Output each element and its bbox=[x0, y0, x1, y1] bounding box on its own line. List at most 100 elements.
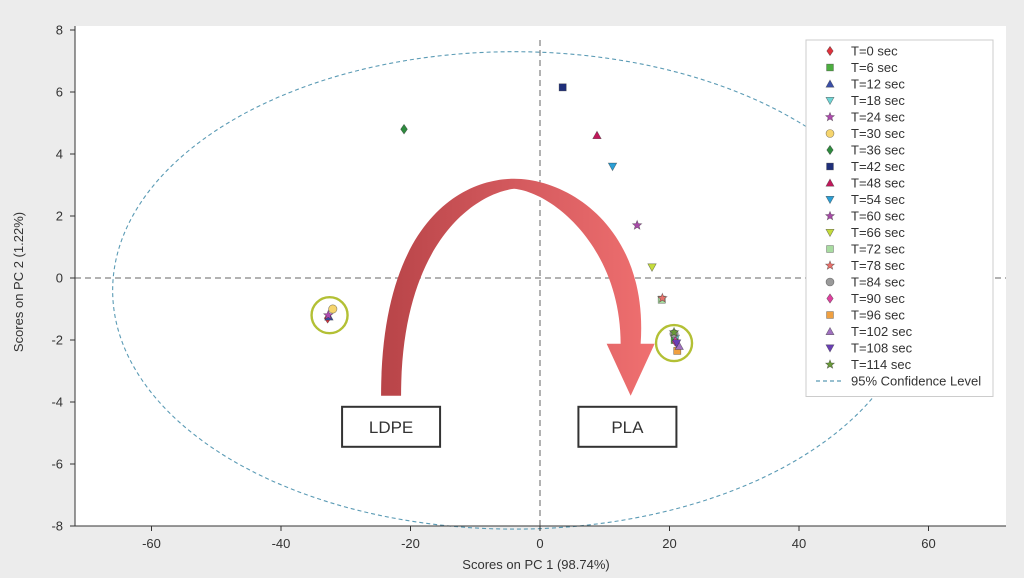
y-tick-label: 6 bbox=[56, 85, 63, 100]
y-tick-label: -8 bbox=[51, 519, 63, 534]
x-tick-label: 60 bbox=[921, 536, 935, 551]
y-tick-label: 8 bbox=[56, 23, 63, 38]
legend-label: T=12 sec bbox=[851, 77, 905, 92]
legend-label: 95% Confidence Level bbox=[851, 374, 981, 389]
legend-label: T=102 sec bbox=[851, 324, 913, 339]
transition-arrow bbox=[381, 178, 655, 396]
y-tick-label: 4 bbox=[56, 147, 63, 162]
y-tick-label: -2 bbox=[51, 333, 63, 348]
x-tick-label: -40 bbox=[272, 536, 291, 551]
annotation-label: PLA bbox=[611, 418, 644, 437]
data-point-t-48-sec bbox=[592, 130, 602, 140]
legend-label: T=48 sec bbox=[851, 176, 905, 191]
legend-marker bbox=[824, 260, 836, 270]
data-point-t-108-sec bbox=[671, 339, 682, 348]
data-point-t-78-sec bbox=[657, 292, 668, 303]
legend-label: T=90 sec bbox=[851, 291, 905, 306]
legend-marker bbox=[825, 229, 835, 238]
legend-entry: T=54 sec bbox=[825, 192, 905, 207]
legend-entry: T=30 sec bbox=[825, 126, 905, 141]
data-point-t-36-sec bbox=[400, 123, 408, 135]
x-tick-label: -60 bbox=[142, 536, 161, 551]
legend-label: T=108 sec bbox=[851, 341, 913, 356]
legend-frame bbox=[805, 39, 994, 397]
y-tick-label: -6 bbox=[51, 457, 63, 472]
data-point-t-114-sec bbox=[668, 326, 680, 337]
curved-arrow-layer bbox=[381, 178, 655, 396]
legend-entry: T=6 sec bbox=[826, 60, 898, 75]
legend-marker bbox=[825, 79, 835, 88]
legend-marker bbox=[825, 178, 835, 187]
legend-label: T=54 sec bbox=[851, 192, 905, 207]
x-ticks: -60 -40 -20 0 20 40 60 bbox=[142, 526, 936, 551]
y-tick-label: 0 bbox=[56, 271, 63, 286]
y-ticks: -8 -6 -4 -2 0 2 4 6 8 bbox=[51, 23, 75, 534]
data-point-t-42-sec bbox=[558, 83, 567, 92]
legend-entry: T=12 sec bbox=[825, 77, 905, 92]
legend-entry: T=102 sec bbox=[825, 324, 913, 339]
legend-label: T=96 sec bbox=[851, 308, 905, 323]
data-point-t-54-sec bbox=[607, 162, 618, 172]
y-tick-label: 2 bbox=[56, 209, 63, 224]
x-tick-label: 40 bbox=[792, 536, 806, 551]
legend-entry: T=24 sec bbox=[824, 110, 905, 125]
x-tick-label: -20 bbox=[401, 536, 420, 551]
legend-marker bbox=[825, 277, 835, 287]
legend-marker bbox=[825, 344, 835, 353]
legend-marker bbox=[826, 311, 834, 319]
legend-label: T=84 sec bbox=[851, 275, 905, 290]
legend-label: T=36 sec bbox=[851, 143, 905, 158]
x-tick-label: 0 bbox=[536, 536, 543, 551]
legend-entry: T=108 sec bbox=[825, 341, 913, 356]
legend-entry: T=66 sec bbox=[825, 225, 905, 240]
legend-label: T=78 sec bbox=[851, 258, 905, 273]
data-point-t-24-sec bbox=[322, 309, 334, 320]
legend-entry: T=78 sec bbox=[824, 258, 905, 273]
data-points-layer bbox=[322, 83, 684, 355]
legend-marker bbox=[825, 196, 835, 205]
legend-entry: T=42 sec bbox=[826, 159, 905, 174]
legend-entry: T=84 sec bbox=[825, 275, 905, 290]
legend-label: T=66 sec bbox=[851, 225, 905, 240]
legend-label: T=114 sec bbox=[851, 357, 912, 372]
annotation-box-frame bbox=[341, 405, 442, 448]
legend-label: T=24 sec bbox=[851, 110, 905, 125]
data-point-t-66-sec bbox=[647, 263, 657, 272]
legend-marker bbox=[825, 97, 835, 106]
y-axis-label: Scores on PC 2 (1.22%) bbox=[11, 212, 26, 352]
legend-label: T=60 sec bbox=[851, 209, 905, 224]
annotation-label: LDPE bbox=[369, 418, 413, 437]
data-point-t-30-sec bbox=[328, 304, 338, 314]
legend-label: T=0 sec bbox=[851, 44, 898, 59]
highlight-circle-1 bbox=[310, 296, 349, 335]
legend-marker bbox=[824, 111, 836, 122]
legend-marker bbox=[826, 162, 834, 171]
legend-marker bbox=[824, 210, 836, 221]
annotation-box-frame bbox=[577, 405, 678, 448]
legend-entry: T=96 sec bbox=[826, 308, 905, 323]
legend-marker bbox=[826, 144, 834, 156]
annotation-layer: LDPE PLA bbox=[341, 405, 678, 448]
y-tick-label: -4 bbox=[51, 395, 63, 410]
legend-marker bbox=[824, 359, 836, 369]
legend-marker bbox=[825, 326, 835, 335]
highlight-circles-layer bbox=[310, 296, 694, 363]
legend-marker bbox=[826, 293, 834, 304]
legend-entry: T=72 sec bbox=[826, 242, 905, 257]
x-tick-label: 20 bbox=[662, 536, 676, 551]
legend-entry: T=90 sec bbox=[826, 291, 905, 306]
legend-label: T=18 sec bbox=[851, 93, 905, 108]
legend-label: T=6 sec bbox=[851, 60, 898, 75]
legend-label: T=42 sec bbox=[851, 159, 905, 174]
legend-label: T=30 sec bbox=[851, 126, 905, 141]
legend-marker bbox=[825, 129, 835, 138]
legend-entry: T=60 sec bbox=[824, 209, 905, 224]
legend-entry: T=114 sec bbox=[824, 357, 912, 372]
data-point-t-60-sec bbox=[631, 219, 643, 230]
legend-entry: T=48 sec bbox=[825, 176, 905, 191]
annotation-box-ldpe: LDPE bbox=[341, 405, 442, 448]
legend-entry: T=0 sec bbox=[826, 44, 898, 59]
legend-marker bbox=[826, 45, 834, 57]
legend-marker bbox=[826, 63, 834, 72]
legend-entry-confidence: 95% Confidence Level bbox=[816, 374, 981, 389]
